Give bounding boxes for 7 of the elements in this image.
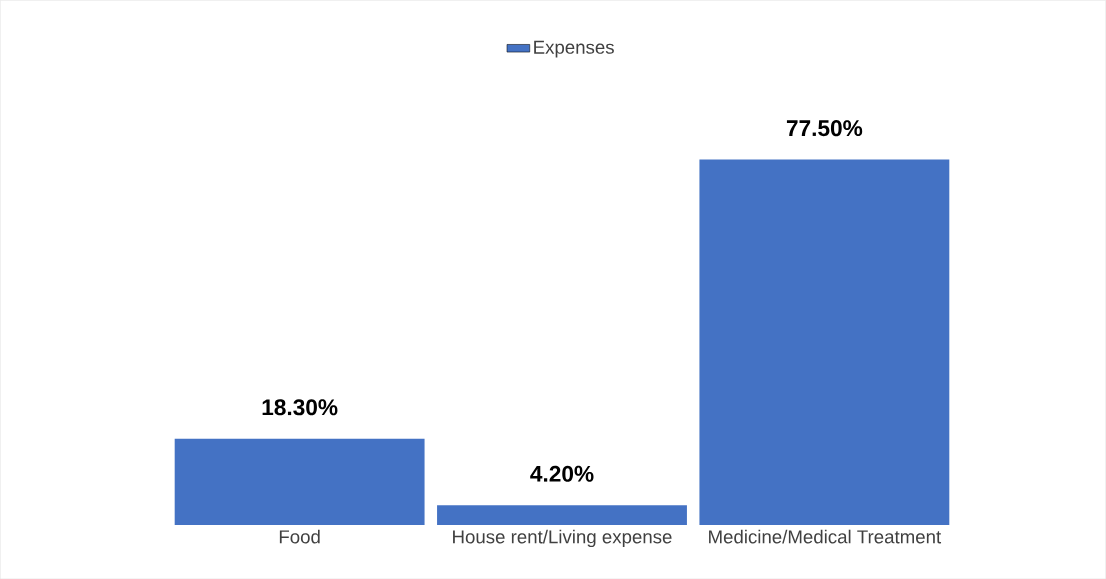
data-label: 18.30% bbox=[262, 399, 338, 416]
x-tick-label: Food bbox=[279, 529, 320, 544]
x-tick-label: House rent/Living expense bbox=[453, 529, 672, 547]
data-label: 4.20% bbox=[530, 465, 594, 482]
legend-label: Expenses bbox=[534, 40, 614, 58]
data-label: 77.50% bbox=[786, 119, 863, 137]
x-tick-label: Medicine/Medical Treatment bbox=[709, 529, 942, 544]
